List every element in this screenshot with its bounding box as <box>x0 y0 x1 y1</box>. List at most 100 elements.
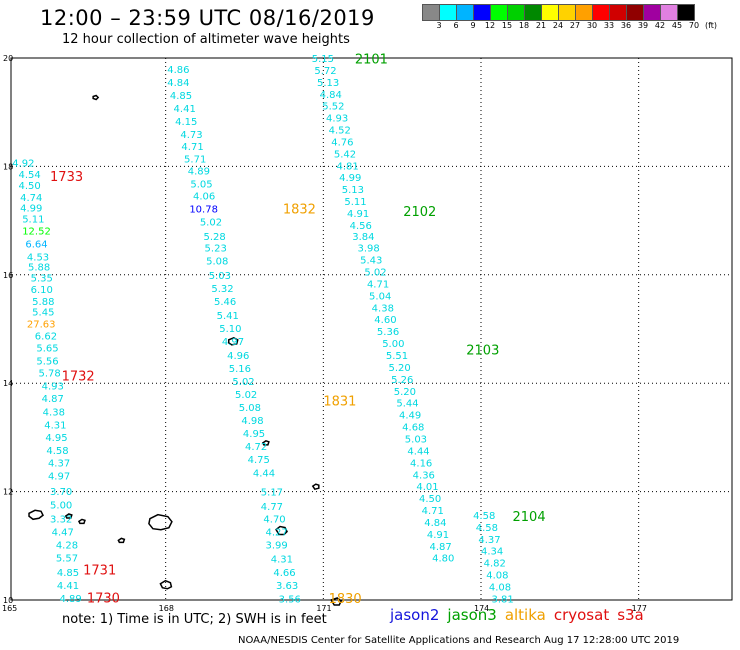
wave-height-label: 4.92 <box>12 159 34 170</box>
wave-height-label: 4.54 <box>19 170 41 181</box>
wave-height-label: 4.15 <box>175 117 197 128</box>
scale-label: 18 <box>518 21 530 30</box>
wave-height-label: 6.64 <box>25 239 47 250</box>
satellite-s3a: s3a <box>617 606 644 624</box>
wave-height-label: 4.91 <box>427 530 449 541</box>
wave-height-label: 5.26 <box>391 375 413 386</box>
wave-height-label: 4.60 <box>374 315 396 326</box>
wave-height-label: 5.11 <box>344 197 366 208</box>
wave-height-label: 4.72 <box>245 442 267 453</box>
pass-time-label: 1830 <box>329 592 362 607</box>
wave-height-label: 4.71 <box>367 279 389 290</box>
lat-label: 14 <box>3 379 13 388</box>
credit-line: NOAA/NESDIS Center for Satellite Applica… <box>238 635 680 646</box>
scale-label: 24 <box>552 21 564 30</box>
wave-height-label: 4.97 <box>222 337 244 348</box>
satellite-jason2: jason2 <box>390 606 440 624</box>
wave-height-label: 4.38 <box>43 407 65 418</box>
wave-height-label: 5.08 <box>206 257 228 268</box>
wave-height-label: 4.68 <box>402 423 424 434</box>
island-bikini <box>28 509 44 521</box>
track-1730: 4.89 1730 <box>60 591 120 606</box>
islet-outline <box>64 513 73 519</box>
wave-height-label: 4.37 <box>478 535 500 546</box>
wave-height-label: 4.70 <box>263 515 285 526</box>
wave-height-label: 5.41 <box>217 311 239 322</box>
islet-outline <box>261 439 270 446</box>
wave-height-label: 3.84 <box>352 232 374 243</box>
scale-label: 12 <box>484 21 496 30</box>
lon-label: 165 <box>2 604 17 613</box>
wave-height-label: 5.28 <box>204 232 226 243</box>
lon-label: 168 <box>159 604 174 613</box>
track-2103: 5.005.515.205.265.205.444.494.685.034.44… <box>382 339 499 565</box>
islet-outline <box>77 518 86 525</box>
wave-height-label: 3.63 <box>276 581 298 592</box>
wave-height-label: 5.71 <box>184 154 206 165</box>
wave-height-label: 5.72 <box>314 66 336 77</box>
lon-label: 174 <box>474 604 489 613</box>
scale-label: 15 <box>501 21 513 30</box>
wave-height-label: 12.52 <box>22 226 51 237</box>
lon-label: 171 <box>316 604 331 613</box>
wave-height-label: 4.41 <box>57 581 79 592</box>
wave-height-label: 5.43 <box>360 256 382 267</box>
wave-height-label: 5.88 <box>28 263 50 274</box>
map-title: 12:00 – 23:59 UTC 08/16/2019 <box>40 6 375 30</box>
color-scale-legend <box>422 4 695 23</box>
wave-height-label: 4.93 <box>42 381 64 392</box>
wave-height-label: 4.06 <box>193 192 215 203</box>
pass-time-label: 2104 <box>513 510 546 525</box>
scale-label: 9 <box>470 21 476 30</box>
wave-height-label: 4.82 <box>484 559 506 570</box>
map-border <box>10 57 733 601</box>
wave-height-label: 4.08 <box>489 582 511 593</box>
wave-height-label: 5.65 <box>36 343 58 354</box>
wave-height-label: 5.20 <box>388 363 410 374</box>
island-kwajalein <box>148 513 173 531</box>
scale-label: 36 <box>620 21 632 30</box>
wave-height-label: 5.04 <box>369 291 391 302</box>
scale-label: 70 <box>688 21 700 30</box>
wave-height-label: 4.85 <box>170 91 192 102</box>
wave-height-label: 4.36 <box>413 470 435 481</box>
wave-height-label: 3.56 <box>279 594 301 605</box>
wave-height-label: 4.71 <box>422 506 444 517</box>
wave-height-label: 4.89 <box>188 167 210 178</box>
wave-height-label: 4.58 <box>473 511 495 522</box>
wave-height-label: 5.78 <box>38 368 60 379</box>
pass-time-label: 1732 <box>62 370 95 385</box>
wave-height-label: 4.56 <box>350 221 372 232</box>
wave-height-label: 6.62 <box>35 332 57 343</box>
wave-height-label: 4.98 <box>241 416 263 427</box>
wave-height-label: 5.57 <box>56 554 78 565</box>
wave-height-label: 4.75 <box>248 455 270 466</box>
scale-label: 6 <box>453 21 459 30</box>
wave-height-label: 5.02 <box>235 390 257 401</box>
wave-height-label: 5.56 <box>36 356 58 367</box>
lat-label: 16 <box>3 271 13 280</box>
axis-labels: 165 168 171 174 177 20 18 16 14 12 10 <box>2 54 647 613</box>
track-1832: 4.86 4.84 4.85 4.41 4.15 4.734.715.71 4.89 5.05… <box>167 65 316 348</box>
wave-height-label: 4.77 <box>261 502 283 513</box>
wave-height-label: 4.31 <box>271 554 293 565</box>
wave-height-label: 4.44 <box>407 446 429 457</box>
pass-time-label: 1730 <box>87 591 120 606</box>
track-1731: 3.70 5.00 3.32 4.47 4.28 5.57 4.85 4.41 1731 <box>50 487 116 592</box>
wave-height-label: 4.76 <box>331 137 353 148</box>
wave-height-label: 4.44 <box>253 469 275 480</box>
wave-height-label: 4.86 <box>167 65 189 76</box>
island-maloelap <box>311 483 320 491</box>
wave-height-label: 4.52 <box>329 126 351 137</box>
island-mili <box>159 579 173 590</box>
wave-height-label: 4.95 <box>243 429 265 440</box>
wave-height-label: 5.42 <box>334 149 356 160</box>
scale-swatch <box>677 4 695 21</box>
scale-label: 42 <box>654 21 666 30</box>
wave-height-label: 4.50 <box>419 494 441 505</box>
lat-label: 12 <box>3 488 13 497</box>
scale-label: 30 <box>586 21 598 30</box>
scale-label: 3 <box>436 21 442 30</box>
wave-height-label: 3.81 <box>492 594 514 605</box>
